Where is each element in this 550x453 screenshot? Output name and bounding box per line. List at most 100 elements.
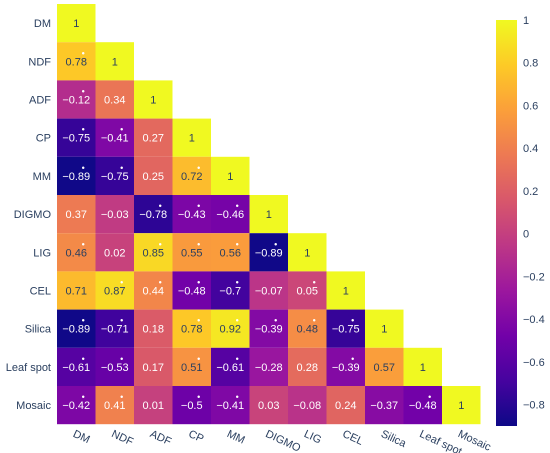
y-tick-label: NDF bbox=[28, 56, 51, 68]
heatmap-cell-3-0 bbox=[57, 118, 96, 157]
significance-marker: • bbox=[428, 392, 431, 402]
significance-marker: • bbox=[82, 125, 85, 135]
x-tick-label: CEL bbox=[340, 428, 364, 448]
heatmap-cell-6-1 bbox=[95, 233, 134, 272]
heatmap-cell-9-7 bbox=[326, 347, 365, 386]
significance-marker: • bbox=[120, 392, 123, 402]
cell-value-label: 1 bbox=[150, 95, 156, 107]
heatmap-cell-5-0 bbox=[57, 195, 96, 234]
colorbar: 1 0.8 0.6 0.4 0.2 0 −0.2 −0.4 −0.6 −0.8 bbox=[496, 15, 545, 426]
y-axis-tick-labels: DM NDF ADF CP MM DIGMO LIG CEL Silica Leaf spot Mo… bbox=[6, 18, 52, 412]
x-axis-tick-labels: DM NDF ADF CP MM DIGMO LIG CEL Silica Leaf spotMo… bbox=[71, 428, 493, 453]
heatmap-cell-6-3 bbox=[172, 233, 211, 272]
heatmap-cell-10-8 bbox=[365, 386, 404, 425]
cell-value-label: −0.03 bbox=[101, 209, 129, 221]
y-tick-label: Mosaic bbox=[16, 400, 51, 412]
cell-value-label: −0.89 bbox=[62, 171, 90, 183]
y-tick-label: ADF bbox=[29, 95, 51, 107]
significance-marker: • bbox=[82, 163, 85, 173]
cell-value-label: 0.92 bbox=[220, 324, 241, 336]
cell-value-label: 0.25 bbox=[143, 171, 164, 183]
significance-marker: • bbox=[236, 354, 239, 364]
cell-value-label: 0.57 bbox=[374, 362, 395, 374]
significance-marker: • bbox=[351, 316, 354, 326]
cell-value-label: 0.78 bbox=[66, 56, 87, 68]
heatmap-cell-8-8 bbox=[365, 309, 404, 348]
x-tick-label: LIG bbox=[302, 428, 323, 446]
significance-marker: • bbox=[82, 87, 85, 97]
cell-value-label: 0.02 bbox=[104, 247, 125, 259]
colorbar-tick-label: −0.6 bbox=[523, 357, 545, 369]
heatmap-cell-9-8 bbox=[365, 347, 404, 386]
heatmap-cell-4-4 bbox=[211, 156, 250, 195]
cell-value-label: −0.41 bbox=[216, 400, 244, 412]
cell-value-label: 0.37 bbox=[66, 209, 87, 221]
significance-marker: • bbox=[274, 239, 277, 249]
colorbar-tick-label: −0.8 bbox=[523, 400, 545, 412]
cell-value-label: 0.27 bbox=[143, 133, 164, 145]
cell-value-label: −0.53 bbox=[101, 362, 129, 374]
significance-marker: • bbox=[82, 354, 85, 364]
heatmap-cell-7-2 bbox=[134, 271, 173, 310]
cell-value-label: 1 bbox=[73, 18, 79, 30]
cell-value-label: −0.61 bbox=[62, 362, 90, 374]
cell-value-label: −0.7 bbox=[219, 286, 241, 298]
significance-marker: • bbox=[159, 239, 162, 249]
heatmap-cell-5-5 bbox=[249, 195, 288, 234]
cell-value-label: −0.75 bbox=[101, 171, 129, 183]
heatmap-cell-4-1 bbox=[95, 156, 134, 195]
significance-marker: • bbox=[120, 316, 123, 326]
colorbar-tick-label: 0 bbox=[523, 229, 529, 241]
x-tick-label: DIGMO bbox=[263, 428, 302, 453]
cell-value-label: 0.44 bbox=[143, 286, 164, 298]
heatmap-cell-2-1 bbox=[95, 80, 134, 119]
x-tick-label: MM bbox=[225, 428, 247, 447]
heatmap-cell-5-3 bbox=[172, 195, 211, 234]
heatmap-cell-10-2 bbox=[134, 386, 173, 425]
cell-value-label: 0.34 bbox=[104, 95, 125, 107]
cell-value-label: −0.08 bbox=[293, 400, 321, 412]
cell-value-label: −0.41 bbox=[101, 133, 129, 145]
cell-value-label: −0.39 bbox=[332, 362, 360, 374]
heatmap-cell-6-2 bbox=[134, 233, 173, 272]
heatmap-cell-9-3 bbox=[172, 347, 211, 386]
x-tick-label: Silica bbox=[379, 428, 409, 450]
heatmap-cell-7-6 bbox=[288, 271, 327, 310]
significance-marker: • bbox=[82, 239, 85, 249]
heatmap-cell-7-3 bbox=[172, 271, 211, 310]
colorbar-tick-label: 0.6 bbox=[523, 100, 538, 112]
heatmap-cell-8-5 bbox=[249, 309, 288, 348]
x-tick-label: ADF bbox=[148, 428, 173, 448]
heatmap-cell-10-4 bbox=[211, 386, 250, 425]
cell-value-label: 1 bbox=[227, 171, 233, 183]
cell-value-label: −0.5 bbox=[181, 400, 203, 412]
cell-value-label: 0.51 bbox=[181, 362, 202, 374]
heatmap-cell-8-4 bbox=[211, 309, 250, 348]
significance-marker: • bbox=[313, 278, 316, 288]
significance-marker: • bbox=[197, 392, 200, 402]
significance-marker: • bbox=[120, 278, 123, 288]
heatmap-cell-10-9 bbox=[403, 386, 442, 425]
cell-value-label: −0.89 bbox=[62, 324, 90, 336]
cell-value-label: −0.48 bbox=[409, 400, 437, 412]
heatmap-cell-0-0 bbox=[57, 4, 96, 43]
cell-value-label: −0.46 bbox=[216, 209, 244, 221]
cell-value-label: −0.71 bbox=[101, 324, 129, 336]
cell-value-label: 1 bbox=[304, 247, 310, 259]
cell-value-label: 0.03 bbox=[258, 400, 279, 412]
cell-value-label: 1 bbox=[112, 56, 118, 68]
cell-value-label: −0.39 bbox=[255, 324, 283, 336]
cell-value-label: −0.28 bbox=[255, 362, 283, 374]
cell-value-label: 1 bbox=[343, 286, 349, 298]
colorbar-tick-label: 1 bbox=[523, 15, 529, 27]
x-tick-label: NDF bbox=[109, 428, 135, 449]
heatmap-cell-5-4 bbox=[211, 195, 250, 234]
heatmap-cell-1-0 bbox=[57, 42, 96, 81]
x-tick-label: CP bbox=[186, 428, 205, 445]
cell-value-label: 0.41 bbox=[104, 400, 125, 412]
significance-marker: • bbox=[120, 163, 123, 173]
significance-marker: • bbox=[197, 278, 200, 288]
heatmap-cell-10-3 bbox=[172, 386, 211, 425]
colorbar-tick-labels: 1 0.8 0.6 0.4 0.2 0 −0.2 −0.4 −0.6 −0.8 bbox=[523, 15, 545, 412]
